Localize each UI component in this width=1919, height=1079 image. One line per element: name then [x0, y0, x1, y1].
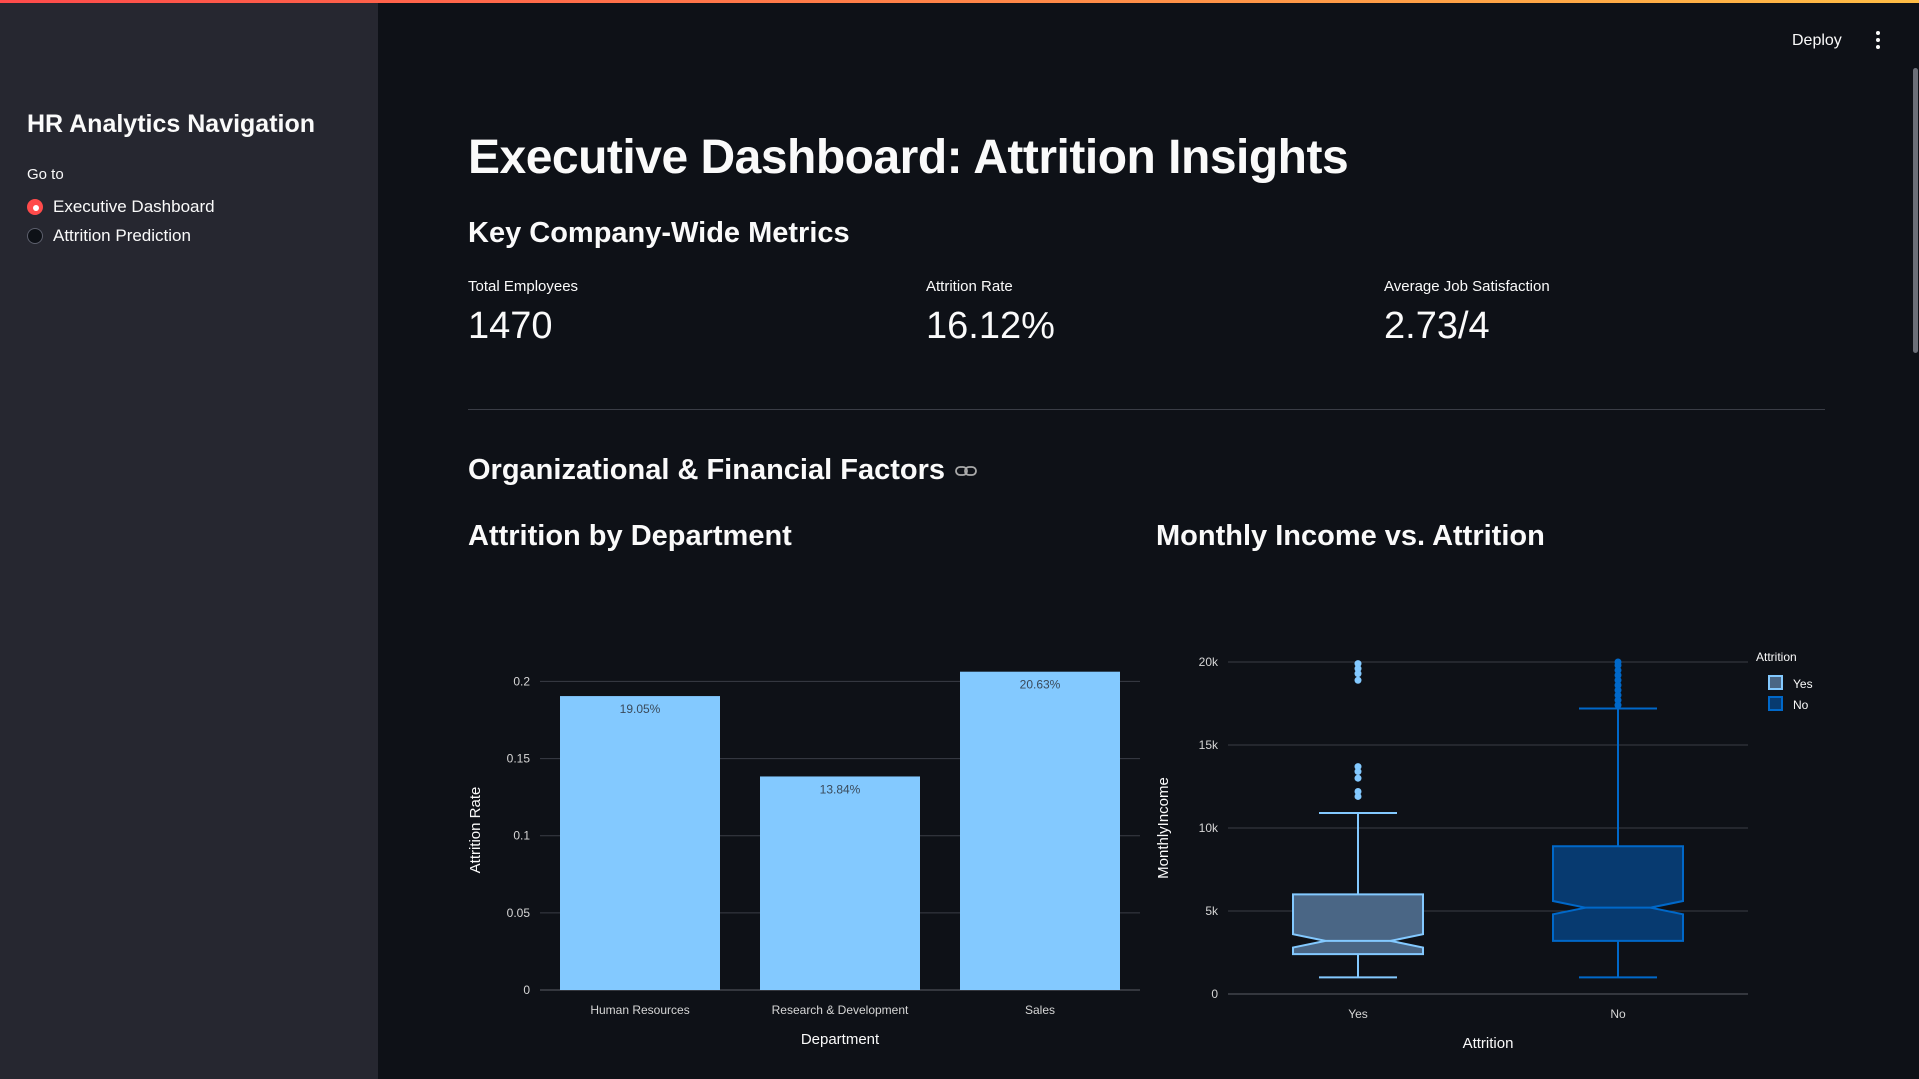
- bar-data-label: 13.84%: [820, 782, 861, 796]
- metric-average-job-satisfaction: Average Job Satisfaction 2.73/4: [1384, 278, 1550, 348]
- outlier-point: [1614, 676, 1622, 684]
- divider: [468, 409, 1825, 410]
- sidebar: HR Analytics Navigation Go to Executive …: [0, 0, 378, 1079]
- nav-option-attrition-prediction[interactable]: Attrition Prediction: [27, 225, 191, 247]
- metric-total-employees: Total Employees 1470: [468, 278, 578, 348]
- outlier-point: [1614, 658, 1622, 666]
- box-yes: [1292, 660, 1424, 979]
- chart-title-department: Attrition by Department: [468, 520, 792, 552]
- metric-value: 1470: [468, 305, 553, 347]
- y-axis-title: Attrition Rate: [467, 787, 484, 874]
- box-no: [1552, 658, 1684, 979]
- outlier-point: [1354, 768, 1362, 776]
- x-tick-label: Yes: [1348, 1007, 1368, 1021]
- y-tick-label: 0.1: [513, 829, 530, 843]
- outlier-point: [1614, 681, 1622, 689]
- nav-option-executive-dashboard[interactable]: Executive Dashboard: [27, 196, 215, 218]
- goto-label: Go to: [27, 166, 64, 183]
- y-tick-label: 0.05: [507, 906, 531, 920]
- y-tick-label: 20k: [1199, 655, 1219, 669]
- link-icon[interactable]: [955, 464, 977, 478]
- outlier-point: [1354, 774, 1362, 782]
- bar: [960, 671, 1120, 990]
- x-tick-label: Sales: [1025, 1003, 1055, 1017]
- outlier-point: [1614, 691, 1622, 699]
- x-tick-label: Research & Development: [772, 1003, 909, 1017]
- x-axis-title: Attrition: [1463, 1035, 1514, 1052]
- outlier-point: [1614, 696, 1622, 704]
- bar-data-label: 20.63%: [1020, 678, 1061, 692]
- y-tick-label: 15k: [1199, 738, 1219, 752]
- y-tick-label: 0.2: [513, 674, 530, 688]
- y-tick-label: 10k: [1199, 821, 1219, 835]
- box-body: [1552, 845, 1684, 942]
- outlier-point: [1354, 792, 1362, 800]
- deploy-button[interactable]: Deploy: [1792, 32, 1842, 49]
- legend-swatch: [1768, 675, 1783, 690]
- metrics-section-title: Key Company-Wide Metrics: [468, 217, 850, 249]
- outlier-point: [1354, 676, 1362, 684]
- outlier-point: [1614, 666, 1622, 674]
- y-tick-label: 5k: [1205, 904, 1219, 918]
- bar: [760, 776, 920, 990]
- metric-attrition-rate: Attrition Rate 16.12%: [926, 278, 1055, 348]
- page-title: Executive Dashboard: Attrition Insights: [468, 131, 1349, 184]
- outlier-point: [1354, 665, 1362, 673]
- outlier-point: [1614, 686, 1622, 694]
- outlier-point: [1354, 763, 1362, 771]
- radio-selected-icon[interactable]: [27, 199, 43, 215]
- x-axis-title: Department: [801, 1031, 880, 1048]
- metric-value: 16.12%: [926, 305, 1055, 347]
- y-tick-label: 0: [523, 983, 530, 997]
- kebab-menu-icon[interactable]: [1868, 28, 1888, 52]
- chart-title-income: Monthly Income vs. Attrition: [1156, 520, 1545, 552]
- x-tick-label: Human Resources: [590, 1003, 689, 1017]
- y-axis-title: MonthlyIncome: [1156, 777, 1172, 879]
- outlier-point: [1354, 660, 1362, 668]
- legend-title: Attrition: [1756, 650, 1797, 664]
- y-tick-label: 0: [1211, 987, 1218, 1001]
- metric-label: Attrition Rate: [926, 278, 1013, 295]
- factors-section-title: Organizational & Financial Factors: [468, 454, 977, 487]
- monthly-income-box-chart: 0 5k 10k 15k 20k Yes No Attrition MonthlyIncome A…: [1156, 650, 1813, 1052]
- nav-option-label: Executive Dashboard: [53, 197, 215, 216]
- metric-label: Total Employees: [468, 278, 579, 295]
- nav-option-label: Attrition Prediction: [53, 226, 191, 245]
- outlier-point: [1614, 671, 1622, 679]
- x-tick-label: No: [1610, 1007, 1626, 1021]
- box-body: [1292, 893, 1424, 956]
- bar-data-label: 19.05%: [620, 702, 661, 716]
- outlier-point: [1354, 670, 1362, 678]
- outlier-point: [1354, 787, 1362, 795]
- metric-value: 2.73/4: [1384, 305, 1490, 347]
- legend-label: Yes: [1793, 677, 1813, 691]
- section-title-text: Organizational & Financial Factors: [468, 454, 945, 486]
- metric-label: Average Job Satisfaction: [1384, 278, 1550, 295]
- scrollbar[interactable]: [1913, 68, 1918, 353]
- outlier-point: [1614, 701, 1622, 709]
- top-decoration-bar: [0, 0, 1919, 3]
- legend-label: No: [1793, 698, 1809, 712]
- radio-unselected-icon[interactable]: [27, 228, 43, 244]
- sidebar-title: HR Analytics Navigation: [27, 110, 316, 138]
- attrition-by-department-chart: 0 0.05 0.1 0.15 0.2 19.05% Human Resources 13.8…: [467, 671, 1140, 1048]
- y-tick-label: 0.15: [507, 752, 531, 766]
- bar: [560, 696, 720, 990]
- legend-swatch: [1768, 696, 1783, 711]
